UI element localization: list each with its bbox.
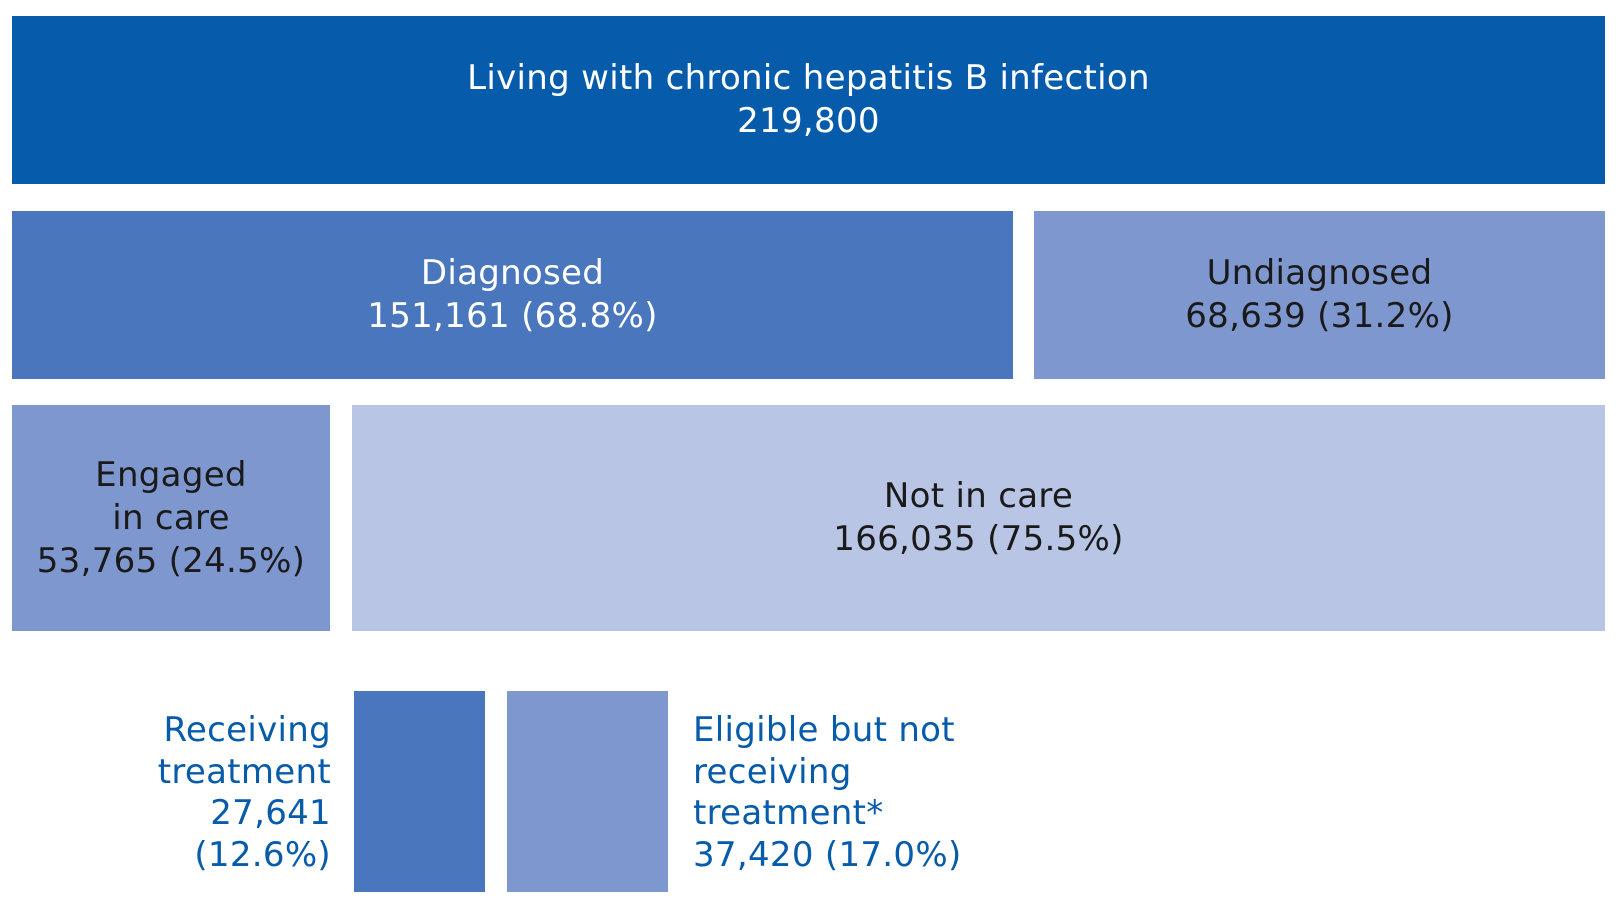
receiving-treatment-bar: [354, 691, 485, 892]
engaged-label-line1: Engaged: [95, 454, 247, 495]
eligible-not-receiving-bar: [507, 691, 668, 892]
not-in-care-label: Not in care: [883, 476, 1074, 516]
undiagnosed-value: 68,639 (31.2%): [1185, 296, 1454, 336]
total-living-with-hepb-box: Living with chronic hepatitis B infectio…: [12, 16, 1605, 184]
receiving-treatment-label: Receiving treatment 27,641 (12.6%): [158, 710, 331, 876]
not-in-care-box: Not in care 166,035 (75.5%): [352, 405, 1605, 631]
diagnosed-label: Diagnosed: [420, 253, 605, 293]
not-in-care-value: 166,035 (75.5%): [833, 519, 1124, 559]
engaged-label-line2: in care: [112, 497, 230, 538]
eligible-not-receiving-label: Eligible but not receiving treatment* 37…: [693, 710, 962, 876]
undiagnosed-box: Undiagnosed 68,639 (31.2%): [1034, 211, 1605, 379]
total-label: Living with chronic hepatitis B infectio…: [467, 58, 1150, 98]
receiving-value: 27,641: [210, 793, 331, 833]
eligible-value: 37,420 (17.0%): [693, 834, 962, 875]
total-value: 219,800: [737, 101, 880, 141]
diagnosed-box: Diagnosed 151,161 (68.8%): [12, 211, 1013, 379]
receiving-label-line1: Receiving: [163, 710, 331, 750]
receiving-label-line2: treatment: [157, 751, 331, 792]
eligible-label-line1: Eligible but not: [693, 710, 955, 750]
eligible-label-line2: receiving: [693, 751, 852, 792]
undiagnosed-label: Undiagnosed: [1206, 253, 1433, 293]
diagnosed-value: 151,161 (68.8%): [367, 296, 658, 336]
engaged-value: 53,765 (24.5%): [36, 540, 306, 581]
receiving-percent: (12.6%): [194, 834, 331, 875]
eligible-label-line3: treatment*: [693, 793, 884, 833]
engaged-in-care-box: Engaged in care 53,765 (24.5%): [12, 405, 330, 631]
